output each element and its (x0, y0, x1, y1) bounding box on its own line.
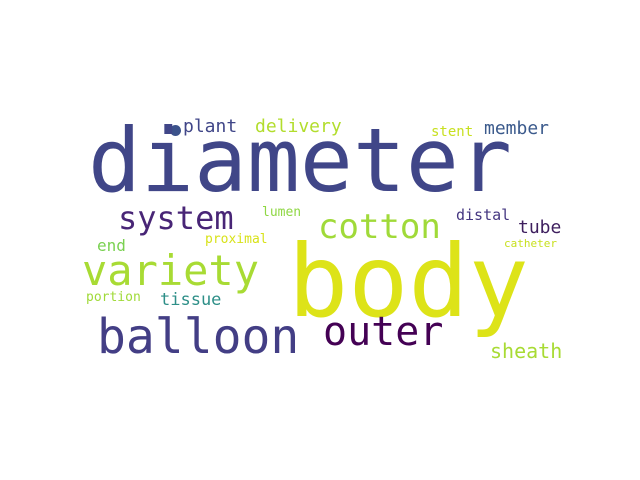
word-outer: outer (323, 312, 443, 352)
word-sheath: sheath (490, 341, 562, 361)
word-end: end (97, 238, 126, 254)
word-proximal: proximal (205, 233, 268, 246)
word-delivery: delivery (255, 118, 342, 136)
word-system: system (118, 202, 234, 234)
word-stent: stent (431, 125, 473, 139)
word-catheter: catheter (504, 238, 557, 249)
word-member: member (484, 120, 549, 138)
word-portion: portion (86, 291, 141, 304)
word-distal: distal (456, 208, 510, 223)
word-variety: variety (82, 250, 259, 292)
word-plant: plant (183, 118, 237, 136)
word-balloon: balloon (97, 313, 299, 361)
word-tissue: tissue (160, 292, 221, 309)
word-lumen: lumen (262, 206, 301, 219)
word-cotton: cotton (318, 210, 441, 244)
word-tube: tube (518, 219, 561, 237)
